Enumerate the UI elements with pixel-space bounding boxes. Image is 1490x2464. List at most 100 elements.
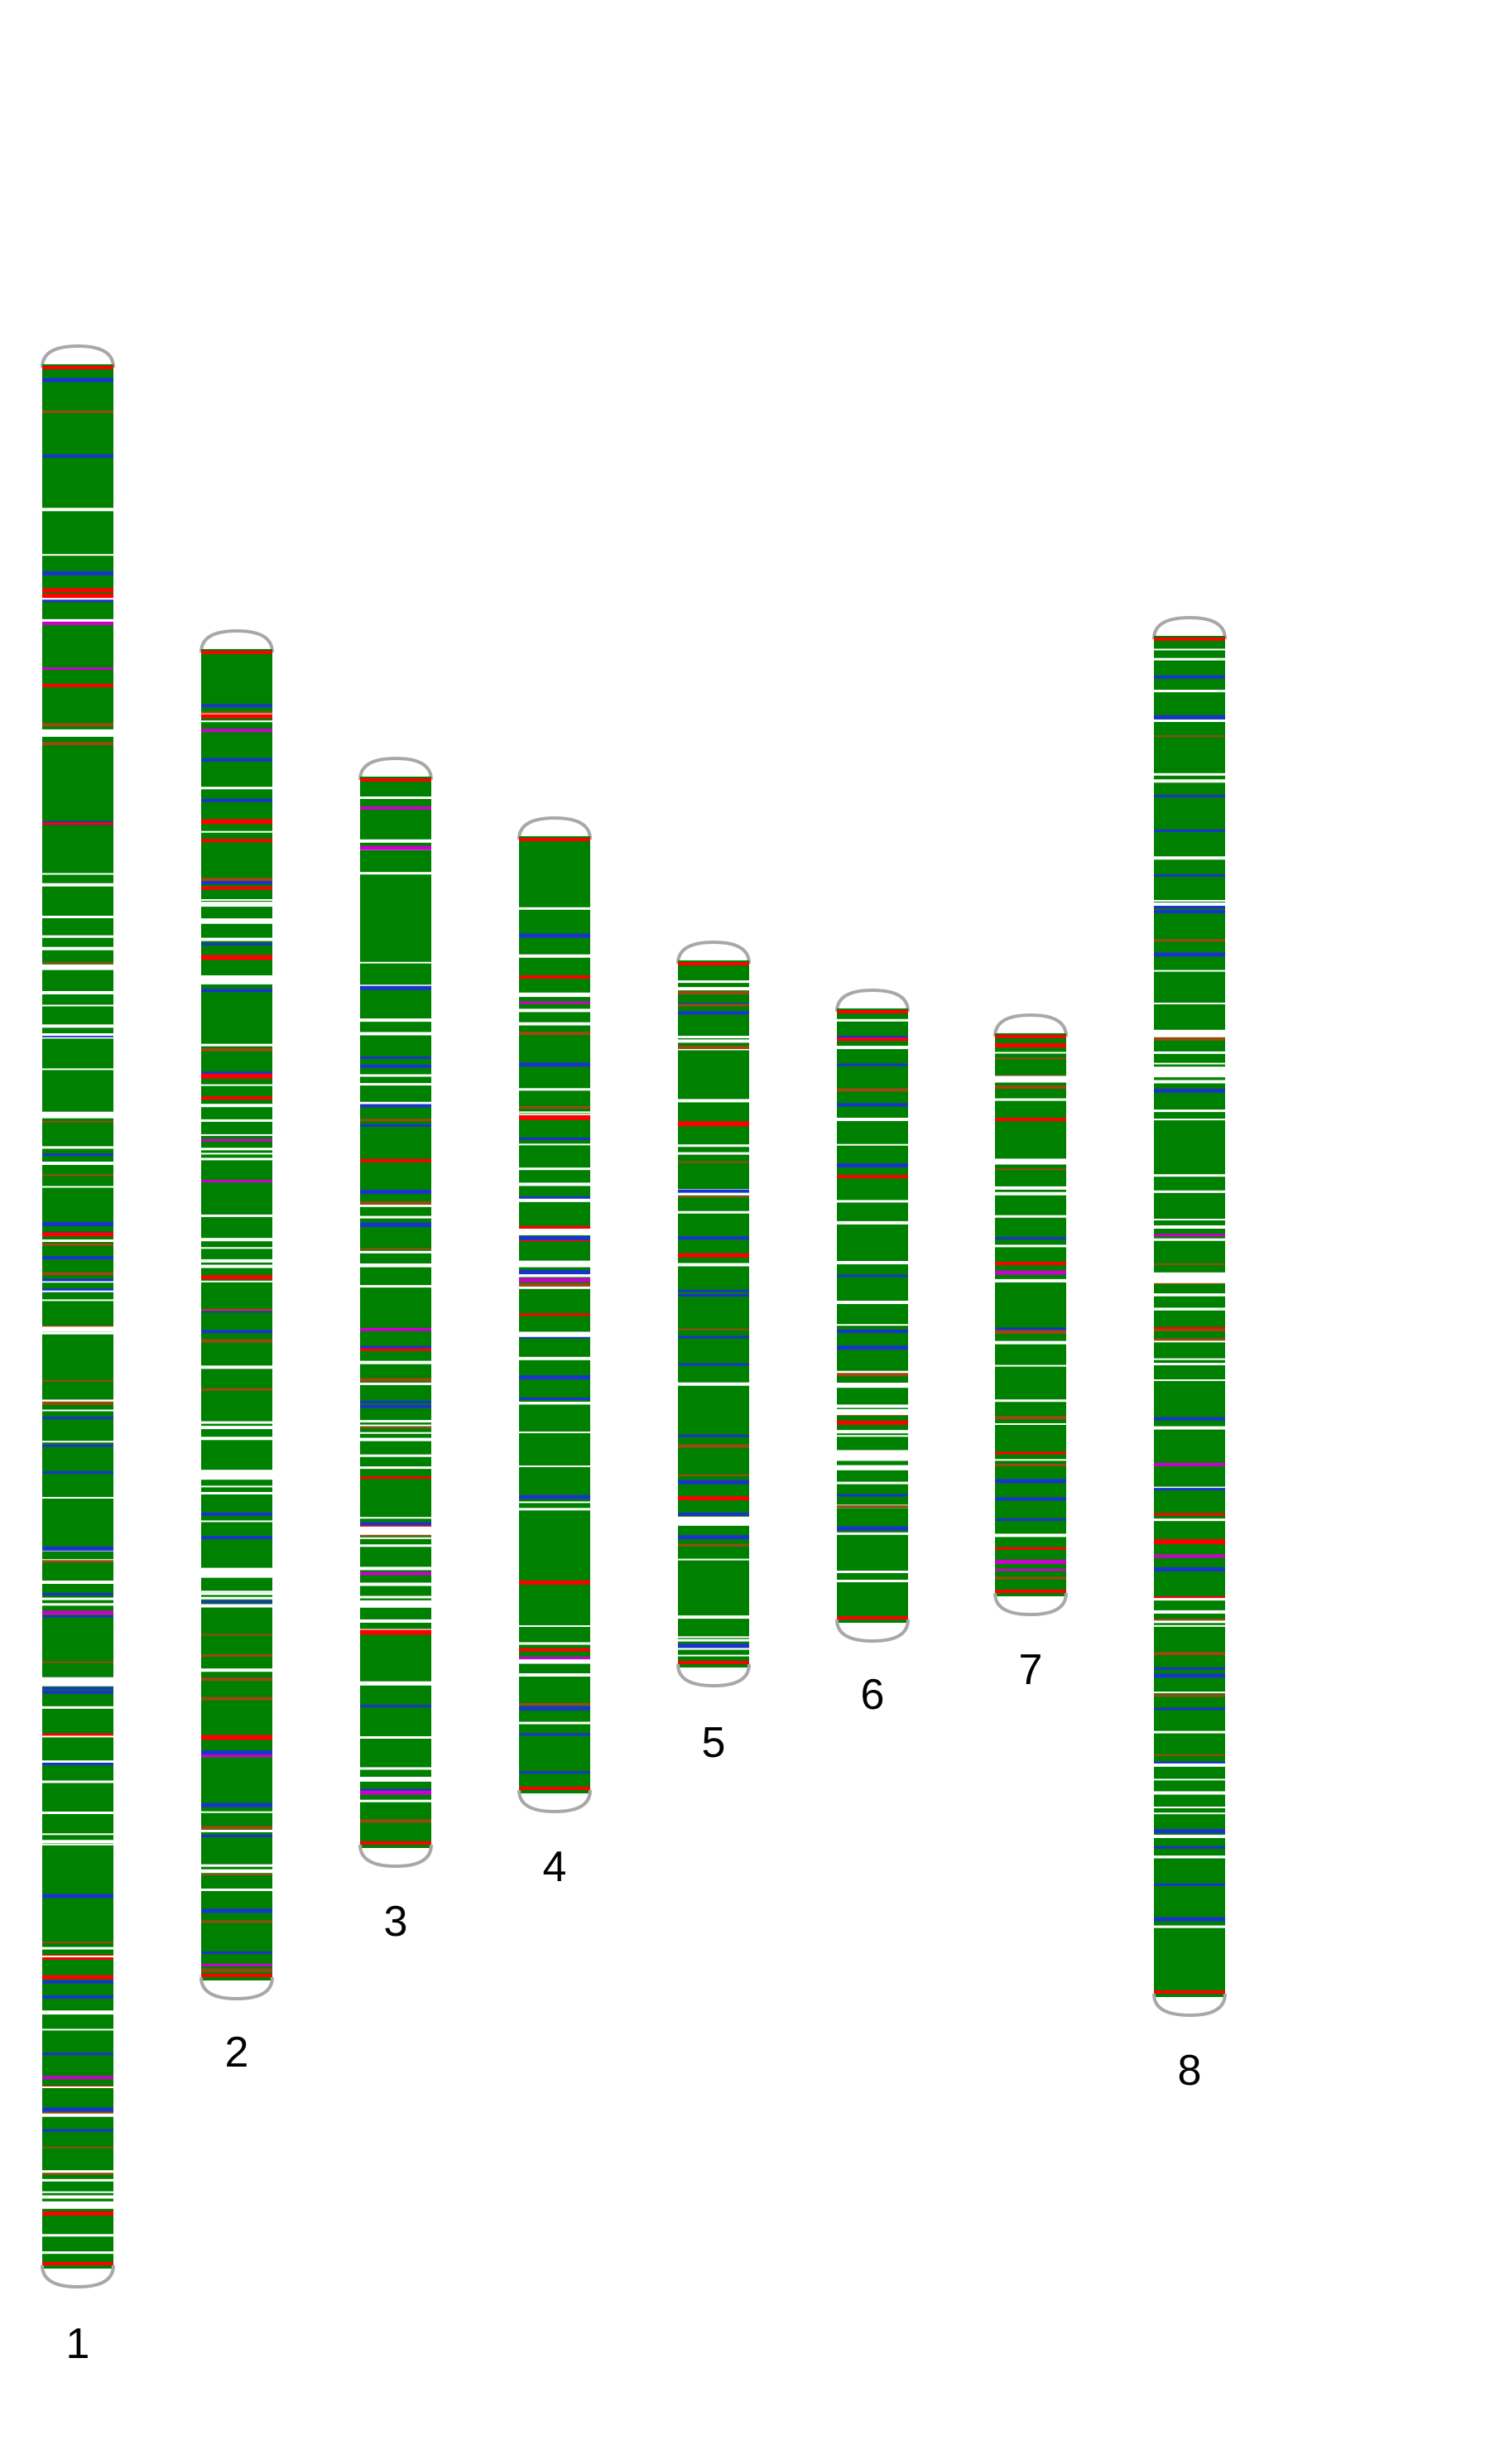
chromosome-3-band-38: [360, 1427, 431, 1429]
chromosome-5-band-1: [678, 1121, 749, 1127]
chromosome-8-band-52: [1154, 1730, 1225, 1734]
chromosome-4-band-64: [519, 1137, 590, 1140]
chromosome-3-band-62: [360, 1767, 431, 1770]
chromosome-2-band-79: [201, 1604, 272, 1608]
chromosome-3-band-15: [360, 1360, 431, 1364]
chromosome-7-top-cap: [993, 1013, 1068, 1037]
chromosome-4-band-18: [519, 1432, 590, 1433]
chromosome-7-band-24: [995, 1399, 1066, 1403]
chromosome-8-band-93: [1154, 1029, 1225, 1037]
chromosome-3-band-0: [360, 778, 431, 782]
chromosome-3-bottom-cap: [358, 1844, 433, 1869]
chromosome-4-band-13: [519, 1501, 590, 1504]
chromosome-5-band-6: [678, 1558, 749, 1561]
chromosome-1-band-94: [42, 1780, 113, 1783]
chromosome-2-band-50: [201, 1073, 272, 1079]
chromosome-6-band-9: [837, 1481, 908, 1485]
chromosome-8-band-72: [1154, 1338, 1225, 1342]
chromosome-7-band-10: [995, 1331, 1066, 1335]
chromosome-2-band-92: [201, 1567, 272, 1578]
chromosome-3-band-54: [360, 845, 431, 850]
chromosome-1-band-98: [42, 1326, 113, 1330]
chromosome-5-band-38: [678, 1480, 749, 1485]
chromosome-4-band-44: [519, 1403, 590, 1405]
chromosome-7-band-4: [995, 1459, 1066, 1461]
chromosome-8-band-54: [1154, 1119, 1225, 1121]
chromosome-8-band-69: [1154, 1003, 1225, 1004]
chromosome-4-band-58: [519, 1333, 590, 1337]
chromosome-4-band-47: [519, 1721, 590, 1725]
chromosome-6-band-7: [837, 1018, 908, 1022]
chromosome-1-band-113: [42, 1033, 113, 1036]
chromosome-3-band-6: [360, 1074, 431, 1077]
chromosome-8-band-33: [1154, 902, 1225, 906]
chromosome-3-band-63: [360, 1201, 431, 1206]
chromosome-3-band-23: [360, 1788, 431, 1792]
chromosome-4-band-36: [519, 1771, 590, 1774]
chromosome-8-band-45: [1154, 1080, 1225, 1084]
chromosome-1-band-27: [42, 1331, 113, 1335]
chromosome-3-band-29: [360, 1681, 431, 1685]
chromosome-2-band-17: [201, 1084, 272, 1086]
chromosome-4-band-22: [519, 1196, 590, 1200]
chromosome-8-top-cap: [1152, 615, 1227, 640]
chromosome-3-band-48: [360, 1582, 431, 1586]
chromosome-2-label: 2: [225, 2028, 249, 2077]
chromosome-7-band-33: [995, 1237, 1066, 1240]
chromosome-1-band-131: [42, 1111, 113, 1119]
chromosome-8-band-11: [1154, 1620, 1225, 1624]
chromosome-4-band-59: [519, 1270, 590, 1274]
chromosome-8-band-26: [1154, 1925, 1225, 1928]
chromosome-2-band-72: [201, 903, 272, 907]
chromosome-1-band-5: [42, 1288, 113, 1293]
chromosome-2-band-26: [201, 1802, 272, 1807]
chromosome-2-band-68: [201, 1133, 272, 1136]
chromosome-2-band-83: [201, 1654, 272, 1657]
chromosome-3-band-58: [360, 1819, 431, 1823]
chromosome-5-band-36: [678, 980, 749, 984]
chromosome-7-band-12: [995, 1052, 1066, 1054]
chromosome-1-band-59: [42, 1603, 113, 1606]
chromosome-5-band-14: [678, 987, 749, 991]
chromosome-2-band-20: [201, 899, 272, 901]
chromosome-4-bands: [519, 838, 590, 1790]
chromosome-7-band-23: [995, 1533, 1066, 1538]
chromosome-4-band-51: [519, 1167, 590, 1171]
chromosome-1-band-122: [42, 1497, 113, 1499]
chromosome-2-band-25: [201, 1258, 272, 1263]
chromosome-1-band-126: [42, 683, 113, 687]
chromosome-6-band-12: [837, 1118, 908, 1121]
chromosome-6-band-34: [837, 1063, 908, 1066]
chromosome-3-band-4: [360, 1736, 431, 1739]
chromosome-1-band-99: [42, 1760, 113, 1764]
chromosome-1-band-38: [42, 1272, 113, 1275]
chromosome-3-band-32: [360, 1566, 431, 1571]
chromosome-8-band-29: [1154, 905, 1225, 909]
chromosome-8-band-46: [1154, 1089, 1225, 1093]
chromosome-3-band-69: [360, 1104, 431, 1108]
chromosome-4-band-7: [519, 1278, 590, 1283]
chromosome-1-band-47: [42, 1706, 113, 1709]
chromosome-3-band-40: [360, 1124, 431, 1127]
chromosome-1-band-119: [42, 1547, 113, 1551]
chromosome-6-band-14: [837, 1532, 908, 1535]
chromosome-6-band-38: [837, 1200, 908, 1203]
chromosome-2-top-cap: [199, 628, 274, 653]
chromosome-4-band-10: [519, 1402, 590, 1403]
chromosome-5-bottom-cap: [676, 1663, 751, 1688]
chromosome-1-band-10: [42, 1610, 113, 1615]
chromosome-8-band-91: [1154, 1426, 1225, 1430]
chromosome-2-band-82: [201, 1214, 272, 1217]
chromosome-1-band-79: [42, 378, 113, 383]
chromosome-4-band-16: [519, 1313, 590, 1316]
chromosome-3-band-1: [360, 1248, 431, 1250]
chromosome-6-band-29: [837, 1408, 908, 1412]
chromosome-1-band-8: [42, 1833, 113, 1836]
chromosome-8-band-63: [1154, 1846, 1225, 1849]
chromosome-3-band-70: [360, 1285, 431, 1288]
chromosome-8-body: [1154, 636, 1225, 1997]
chromosome-2-band-78: [201, 1365, 272, 1369]
chromosome-4-band-24: [519, 975, 590, 979]
chromosome-7-band-18: [995, 1215, 1066, 1218]
